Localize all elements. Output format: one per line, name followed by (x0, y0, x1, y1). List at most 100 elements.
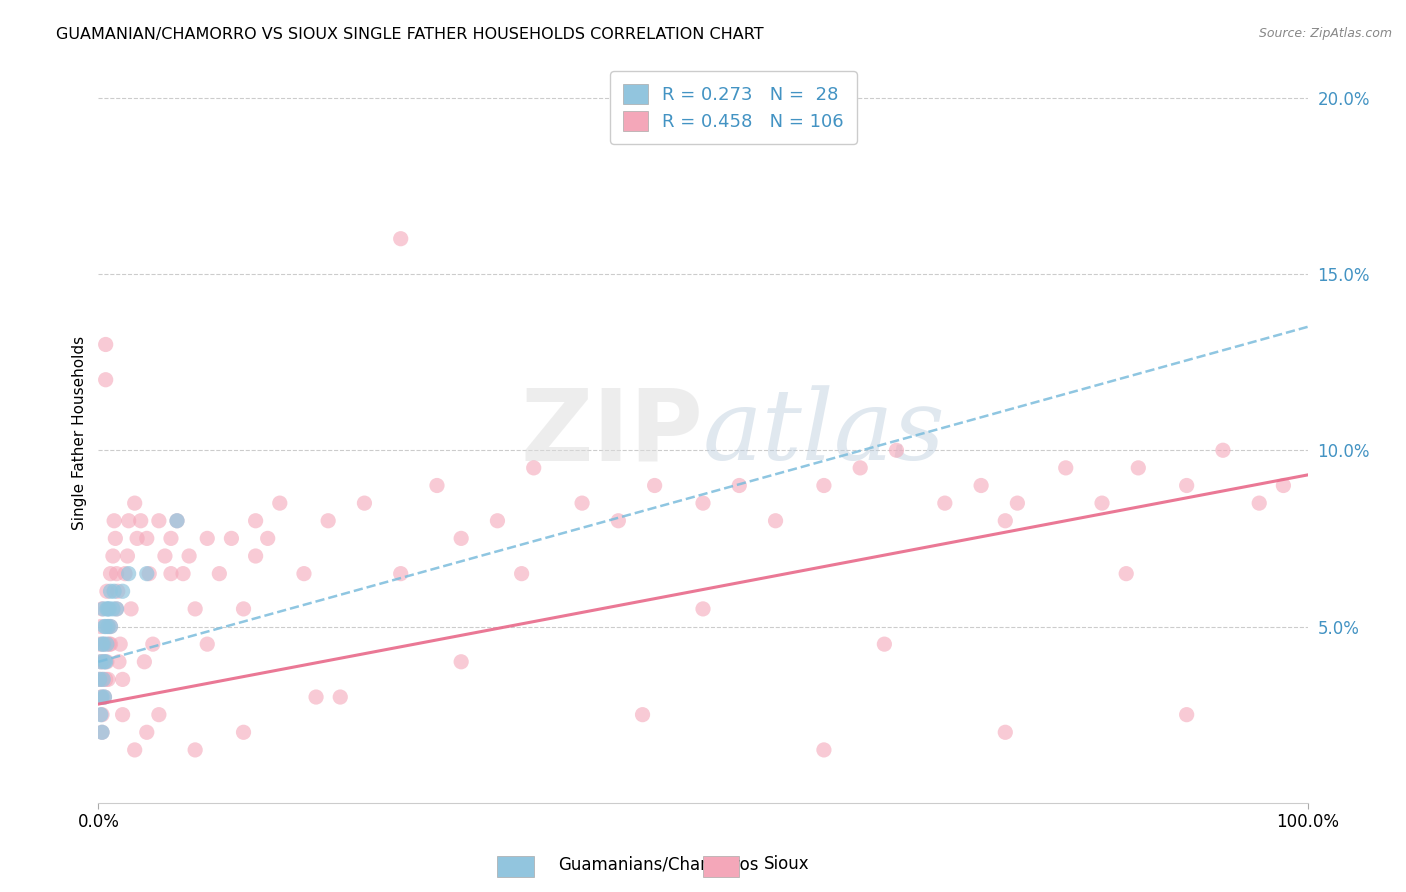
Point (91, 673, 114, 687)
Point (873, 637, 896, 651)
Point (184, 743, 207, 757)
Point (97, 673, 120, 687)
Point (1054, 461, 1077, 475)
Point (98, 637, 121, 651)
Point (523, 461, 546, 475)
Point (101, 549, 124, 563)
Point (994, 725, 1017, 739)
Point (305, 690, 328, 704)
Point (91, 690, 114, 704)
Point (571, 496, 593, 510)
Point (90, 655, 112, 669)
Point (91, 602, 114, 616)
Point (91, 707, 114, 722)
Point (105, 566, 128, 581)
Point (91, 655, 114, 669)
Point (1175, 478, 1198, 492)
Point (134, 655, 156, 669)
Legend: R = 0.273   N =  28, R = 0.458   N = 106: R = 0.273 N = 28, R = 0.458 N = 106 (610, 71, 856, 144)
Point (100, 619, 122, 633)
Point (105, 602, 128, 616)
Point (108, 655, 131, 669)
Point (426, 478, 449, 492)
Point (142, 637, 165, 651)
Point (221, 532, 243, 546)
Point (135, 532, 157, 546)
Point (450, 655, 472, 669)
Point (166, 514, 188, 528)
Point (111, 673, 134, 687)
Point (97, 602, 120, 616)
Point (100, 584, 122, 599)
Y-axis label: Single Father Households: Single Father Households (72, 335, 87, 530)
Point (91, 637, 114, 651)
Point (94, 337, 117, 351)
Point (135, 725, 157, 739)
Text: GUAMANIAN/CHAMORRO VS SIOUX SINGLE FATHER HOUSEHOLDS CORRELATION CHART: GUAMANIAN/CHAMORRO VS SIOUX SINGLE FATHE… (56, 27, 763, 42)
Point (1175, 707, 1198, 722)
Point (93, 655, 115, 669)
Point (89, 637, 111, 651)
Point (100, 619, 122, 633)
Point (1091, 496, 1114, 510)
Point (208, 566, 231, 581)
Point (118, 514, 141, 528)
Point (195, 637, 218, 651)
Point (1115, 566, 1137, 581)
Point (103, 514, 125, 528)
Point (94, 655, 117, 669)
Point (90, 690, 112, 704)
Point (127, 532, 149, 546)
Point (166, 514, 188, 528)
Point (104, 532, 127, 546)
Point (103, 584, 125, 599)
Point (245, 514, 267, 528)
Point (607, 514, 630, 528)
Point (108, 637, 131, 651)
Point (100, 637, 122, 651)
Point (94, 673, 117, 687)
Point (994, 514, 1017, 528)
Point (486, 514, 509, 528)
Point (450, 532, 472, 546)
Point (148, 707, 170, 722)
Point (1007, 496, 1029, 510)
Point (100, 566, 122, 581)
Point (89, 673, 111, 687)
Point (124, 743, 146, 757)
Point (232, 725, 254, 739)
Point (195, 532, 218, 546)
Point (94, 373, 117, 387)
Point (90, 707, 112, 722)
Point (256, 532, 278, 546)
Point (93, 619, 115, 633)
Text: Sioux: Sioux (763, 855, 808, 873)
Point (692, 496, 714, 510)
Point (93, 690, 115, 704)
Point (849, 461, 872, 475)
Point (329, 690, 352, 704)
Point (269, 496, 291, 510)
Point (765, 514, 787, 528)
Point (91, 725, 114, 739)
Point (353, 496, 375, 510)
Point (114, 566, 136, 581)
Point (316, 514, 339, 528)
Point (93, 690, 115, 704)
Point (118, 566, 141, 581)
Point (692, 602, 714, 616)
Point (101, 602, 124, 616)
Point (389, 232, 412, 246)
Point (97, 619, 120, 633)
Point (93, 637, 115, 651)
Point (172, 566, 194, 581)
Point (91, 673, 114, 687)
Point (94, 619, 117, 633)
Point (160, 566, 183, 581)
Point (111, 707, 134, 722)
Point (98, 602, 121, 616)
Point (117, 549, 139, 563)
Point (135, 566, 157, 581)
Text: ZIP: ZIP (520, 384, 703, 481)
Point (138, 566, 160, 581)
